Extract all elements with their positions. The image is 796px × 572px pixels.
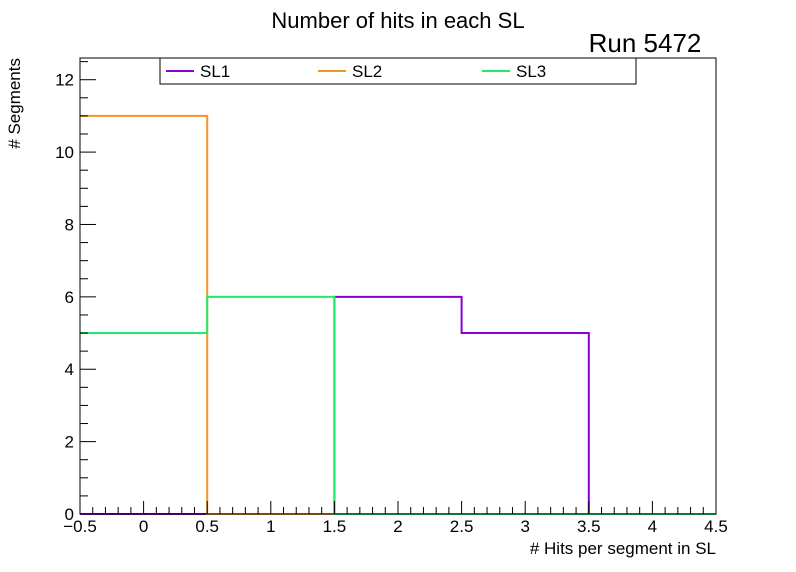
x-tick-label: 4.5 — [704, 517, 728, 536]
y-tick-label: 8 — [65, 215, 74, 234]
y-tick-label: 6 — [65, 288, 74, 307]
x-tick-label: 0 — [139, 517, 148, 536]
y-tick-label: 2 — [65, 433, 74, 452]
y-tick-label: 10 — [55, 143, 74, 162]
chart-title: Number of hits in each SL — [271, 8, 524, 33]
legend-label: SL2 — [352, 62, 382, 81]
x-tick-label: 0.5 — [195, 517, 219, 536]
legend-label: SL1 — [200, 62, 230, 81]
x-tick-label: 2.5 — [450, 517, 474, 536]
y-axis-ticks — [80, 61, 96, 515]
legend-box — [159, 57, 637, 85]
legend-entry-sl1: SL1 — [166, 62, 230, 81]
x-tick-label: 3.5 — [577, 517, 601, 536]
legend: SL1 SL2 SL3 — [159, 57, 637, 85]
x-tick-label: 2 — [393, 517, 402, 536]
legend-label: SL3 — [516, 62, 546, 81]
x-tick-label: −0.5 — [63, 517, 97, 536]
y-tick-label: 12 — [55, 71, 74, 90]
plot-frame — [79, 57, 717, 515]
y-tick-label: 0 — [65, 505, 74, 524]
x-tick-label: 1.5 — [323, 517, 347, 536]
x-tick-label: 4 — [648, 517, 657, 536]
x-axis-label: # Hits per segment in SL — [530, 539, 716, 558]
x-axis-ticks — [79, 501, 717, 514]
y-axis-tick-labels: 0 2 4 6 8 10 12 — [55, 71, 74, 524]
legend-entries: SL1 SL2 SL3 — [166, 62, 546, 81]
legend-entry-sl2: SL2 — [318, 62, 382, 81]
series-sl1-line — [80, 295, 716, 515]
run-annotation: Run 5472 — [589, 28, 702, 58]
y-tick-label: 4 — [65, 360, 74, 379]
x-axis-tick-labels: −0.5 0 0.5 1 1.5 2 2.5 3 3.5 4 4.5 — [63, 517, 728, 536]
series-sl3-line — [80, 295, 716, 515]
series-sl2-line — [80, 114, 716, 515]
x-tick-label: 1 — [266, 517, 275, 536]
x-tick-label: 3 — [520, 517, 529, 536]
legend-entry-sl3: SL3 — [482, 62, 546, 81]
y-axis-label: # Segments — [5, 58, 24, 149]
series-layer — [80, 114, 716, 515]
